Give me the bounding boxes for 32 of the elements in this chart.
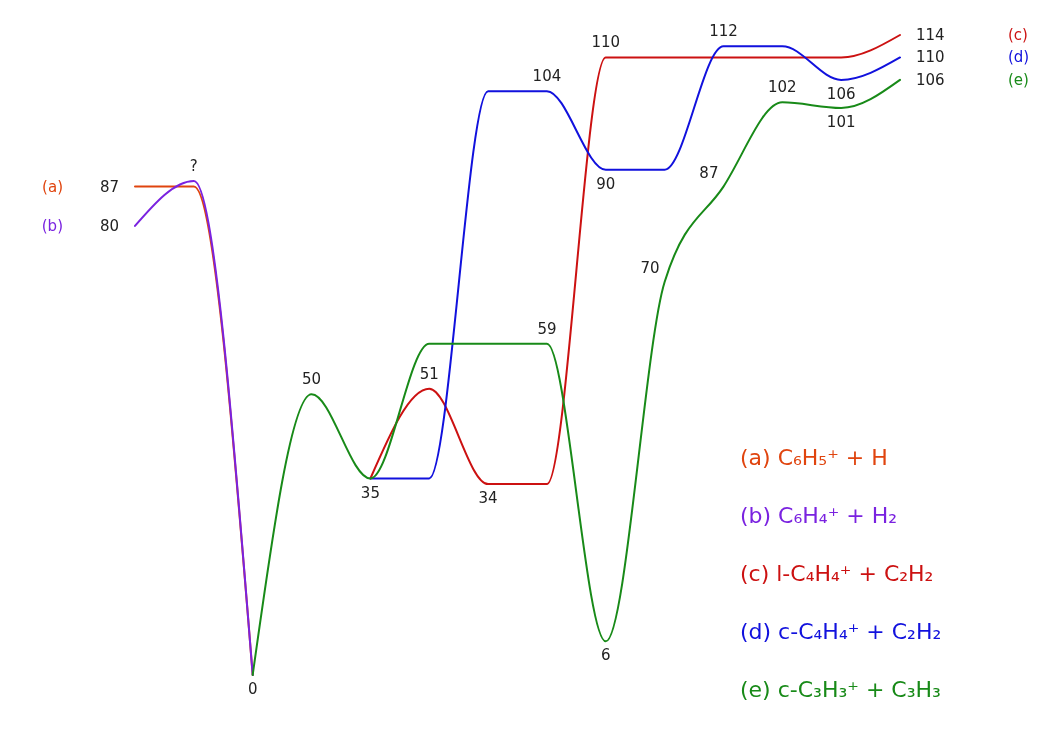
data-label: 51 xyxy=(419,364,439,383)
data-label: 110 xyxy=(916,48,945,67)
data-label: 34 xyxy=(478,489,498,508)
text: (d) xyxy=(1008,48,1030,67)
text: (a) C₆H₅⁺ + H xyxy=(740,445,888,470)
data-label: 90 xyxy=(596,174,616,193)
text: (e) c-C₃H₃⁺ + C₃H₃ xyxy=(740,677,941,702)
text: (d) c-C₄H₄⁺ + C₂H₂ xyxy=(740,619,942,644)
data-label: 114 xyxy=(916,26,945,44)
data-label: 102 xyxy=(767,78,797,97)
text: (a) xyxy=(42,177,63,196)
text: (c) l-C₄H₄⁺ + C₂H₂ xyxy=(740,561,934,586)
data-label: 35 xyxy=(360,483,380,502)
data-label: 50 xyxy=(301,370,322,389)
data-label: 0 xyxy=(247,680,258,698)
data-label: 104 xyxy=(532,67,562,86)
data-label: 70 xyxy=(640,259,660,278)
data-label: 112 xyxy=(709,22,738,41)
data-label: 80 xyxy=(99,216,119,235)
data-label: 87 xyxy=(699,163,719,182)
data-label: ? xyxy=(189,156,198,175)
data-label: 106 xyxy=(826,84,856,103)
text: (e) xyxy=(1008,70,1029,89)
text: (b) C₆H₄⁺ + H₂ xyxy=(740,503,898,528)
data-label: 101 xyxy=(826,112,856,131)
data-label: 6 xyxy=(601,646,611,665)
data-label: 110 xyxy=(591,33,621,52)
text: (b) xyxy=(41,216,63,235)
data-label: 87 xyxy=(99,177,119,196)
data-label: 106 xyxy=(916,70,945,89)
text: (c) xyxy=(1008,26,1028,44)
data-label: 59 xyxy=(537,319,557,338)
